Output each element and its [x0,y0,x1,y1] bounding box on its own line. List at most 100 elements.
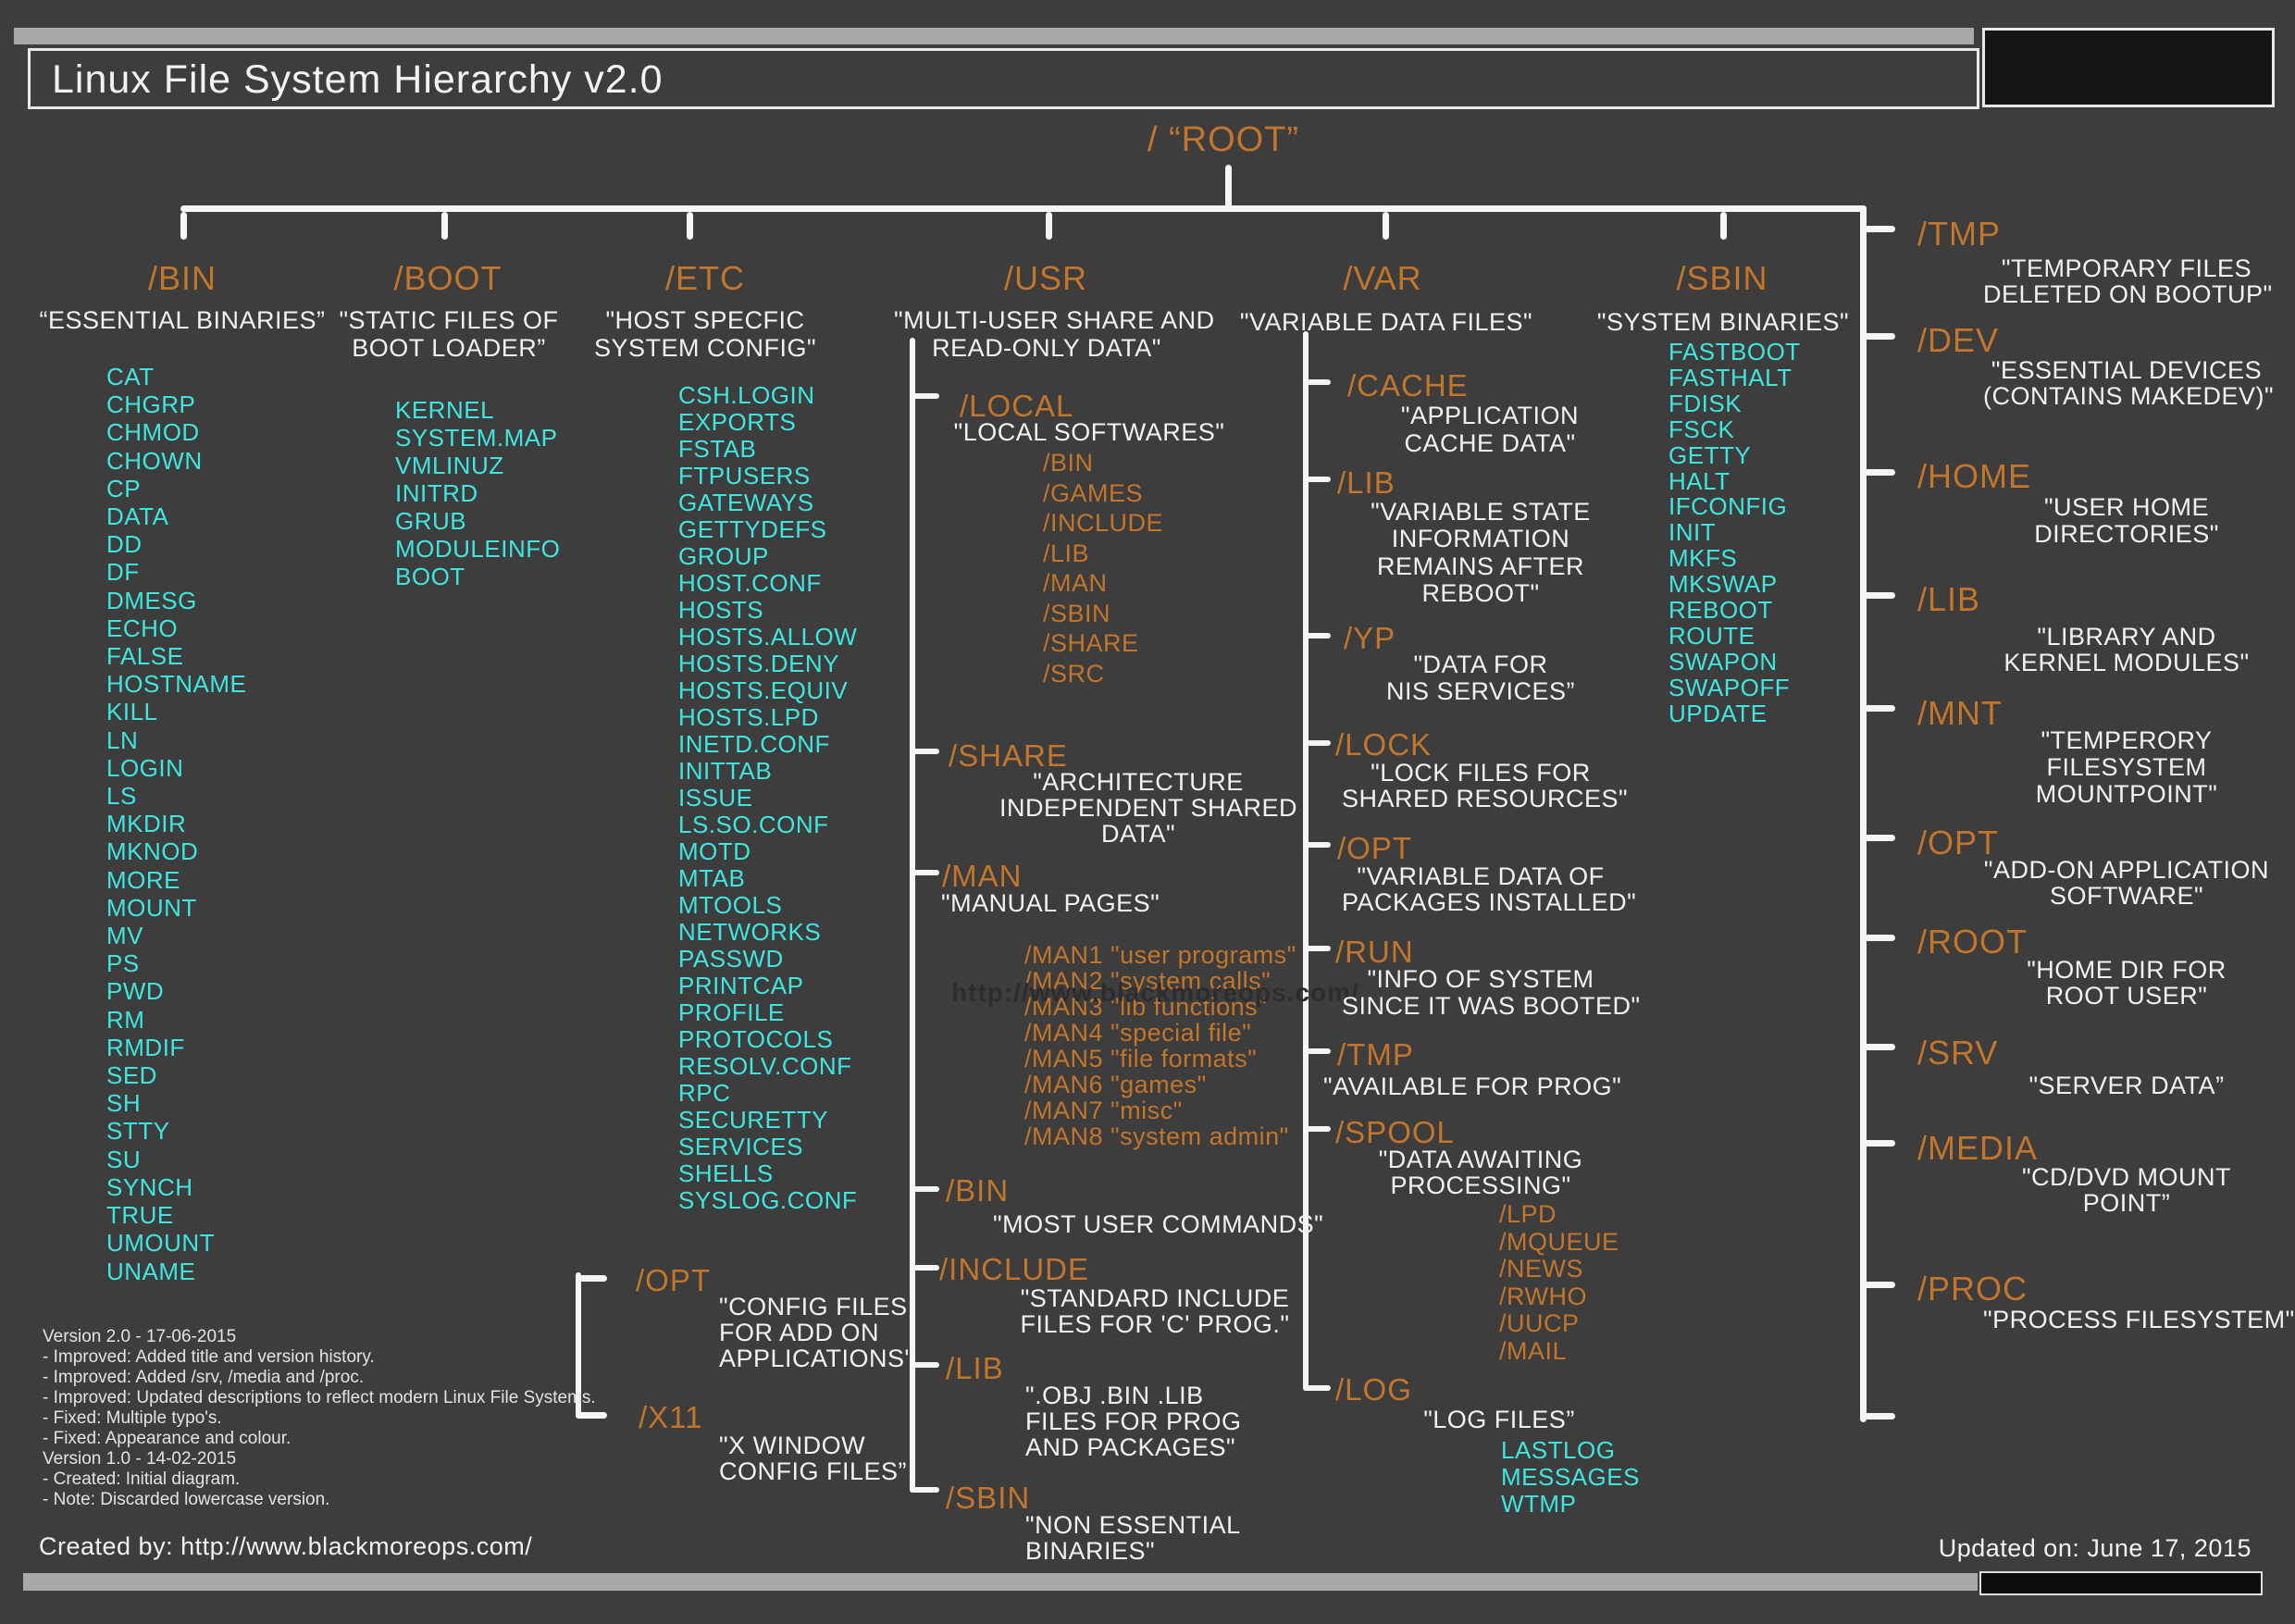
list-item: PS [106,949,140,978]
list-item: MKDIR [106,810,187,838]
dir-var-yp: /YP [1344,621,1396,655]
tree-line [576,1412,607,1419]
list-item: HOSTS.DENY [678,650,840,677]
list-item: FDISK [1669,389,1743,417]
list-item: FASTHALT [1669,363,1793,391]
list-item: GROUP [678,542,769,570]
tree-line [1303,946,1331,951]
tree-line [1860,333,1895,340]
list-item: FILES FOR PROG [1025,1407,1242,1435]
list-item: - Fixed: Multiple typo's. [43,1408,222,1428]
dir-boot: /BOOT [393,259,502,297]
list-item: SED [106,1061,157,1090]
list-item: /LPD [1499,1200,1557,1228]
list-item: MORE [106,865,180,894]
list-item: - Improved: Added /srv, /media and /proc… [43,1368,365,1387]
list-item: MV [106,922,143,950]
list-item: READ-ONLY DATA" [932,334,1161,362]
list-item: "LOG FILES” [1423,1406,1575,1433]
list-item: CHOWN [106,446,203,475]
list-item: - Improved: Added title and version hist… [43,1347,375,1367]
dir-lib: /LIB [1917,580,1981,618]
list-item: SINCE IT WAS BOOTED" [1342,992,1641,1020]
list-item: WTMP [1501,1490,1577,1518]
list-item: MTOOLS [678,891,783,919]
list-item: INITTAB [678,757,773,785]
list-item: (CONTAINS MAKEDEV)" [1983,382,2275,410]
list-item: "MOST USER COMMANDS" [993,1210,1324,1238]
tree-line [1860,469,1895,476]
list-item: BINARIES" [1025,1537,1156,1565]
list-item: - Note: Discarded lowercase version. [43,1490,330,1509]
version-history: Version 2.0 - 17-06-2015- Improved: Adde… [43,1327,596,1510]
list-item: - Fixed: Appearance and colour. [43,1429,292,1448]
list-item: MOTD [678,837,751,865]
dir-usr-include-desc: "STANDARD INCLUDE FILES FOR 'C' PROG." [1016,1285,1294,1337]
dir-home: /HOME [1917,457,2032,495]
list-item: POINT” [2082,1189,2171,1217]
tree-line [180,212,187,240]
list-item: /UUCP [1499,1309,1580,1338]
list-item: LOGIN [106,753,184,782]
list-item: "STANDARD INCLUDE [1020,1284,1290,1312]
list-item: FSCK [1669,415,1735,443]
dir-boot-desc: "STATIC FILES OF BOOT LOADER” [301,306,597,362]
boot-list: KERNEL SYSTEM.MAP VMLINUZ INITRD GRUB MODULEI… [395,396,560,590]
tree-line [910,870,939,875]
dir-usr-local-desc: "LOCAL SOFTWARES" [953,418,1225,446]
list-item: SHELLS [678,1159,774,1187]
dir-opt: /OPT [1917,824,2000,862]
list-item: NIS SERVICES” [1385,677,1576,705]
tree-line [1720,212,1727,240]
list-item: SU [106,1145,142,1173]
list-item: PACKAGES INSTALLED" [1342,888,1637,916]
list-item: - Created: Initial diagram. [43,1469,241,1489]
list-item: MODULEINFO [395,535,561,563]
list-item: "VARIABLE STATE [1371,498,1591,526]
dir-usr-sbin-desc: "NON ESSENTIAL BINARIES" [1025,1512,1241,1564]
dir-var-cache: /CACHE [1347,368,1469,403]
list-item: "HOME DIR FOR [2027,956,2227,984]
tree-line [576,1272,581,1419]
usr-man-list: /MAN1 "user programs"/MAN2 "system calls… [1024,942,1296,1149]
tree-line [1860,1282,1895,1288]
tree-line [1860,226,1895,232]
list-item: FOR ADD ON [719,1319,880,1346]
dir-etc: /ETC [664,259,745,297]
list-item: TRUE [106,1201,174,1230]
list-item: INFORMATION [1391,525,1570,553]
list-item: "NON ESSENTIAL [1025,1511,1241,1539]
list-item: APPLICATIONS" [719,1345,914,1372]
list-item: DATA [106,502,169,531]
list-item: SECURETTY [678,1106,828,1134]
list-item: /SRC [1043,659,1105,688]
list-item: "LIBRARY AND [2037,623,2216,651]
list-item: HALT [1669,466,1731,495]
tree-line [910,1186,939,1192]
list-item: GETTY [1669,440,1752,469]
list-item: SYSTEM CONFIG" [593,334,817,362]
list-item: /NEWS [1499,1255,1584,1283]
dir-etc-opt: /OPT [636,1263,712,1297]
updated-on: Updated on: June 17, 2015 [1938,1534,2252,1562]
tree-line [576,1275,607,1282]
dir-var-run-desc: "INFO OF SYSTEM SINCE IT WAS BOOTED" [1342,966,1641,1020]
list-item: CHMOD [106,418,200,447]
dir-media: /MEDIA [1917,1129,2039,1167]
list-item: VMLINUZ [395,452,504,479]
list-item: RM [106,1005,145,1034]
list-item: /BIN [1043,449,1094,477]
list-item: DELETED ON BOOTUP" [1983,280,2273,308]
list-item: FSTAB [678,435,757,463]
list-item: REBOOT" [1421,578,1540,607]
list-item: DIRECTORIES" [2034,520,2219,548]
list-item: "DATA AWAITING [1378,1146,1583,1173]
list-item: /MAN2 "system calls" [1024,967,1272,995]
list-item: STTY [106,1117,170,1146]
bin-list: CAT CHGRP CHMOD CHOWN CP DATA DD DF DMESG ECHO FAL… [106,363,246,1285]
tree-line [1303,633,1331,638]
dir-proc-desc: "PROCESS FILESYSTEM" [1983,1306,2294,1334]
dir-var-log: /LOG [1335,1372,1412,1407]
dir-var-yp-desc: "DATA FOR NIS SERVICES” [1342,651,1619,705]
list-item: "ESSENTIAL DEVICES [1991,356,2263,384]
